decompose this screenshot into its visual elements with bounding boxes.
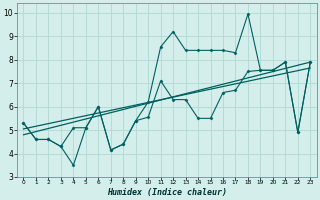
X-axis label: Humidex (Indice chaleur): Humidex (Indice chaleur) [107,188,227,197]
